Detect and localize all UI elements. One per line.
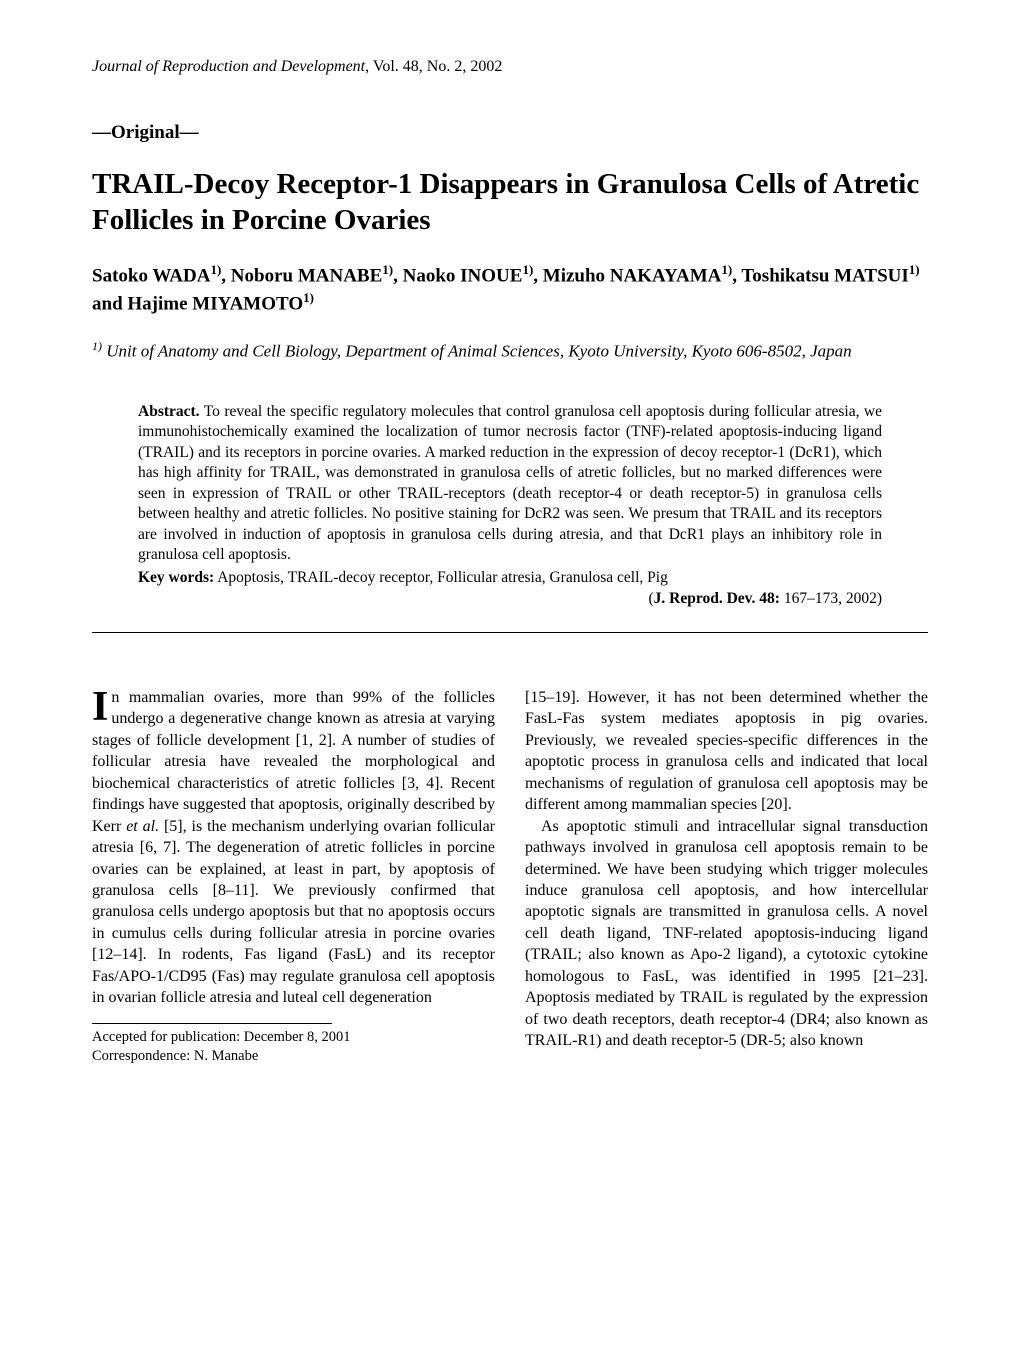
column-left: In mammalian ovaries, more than 99% of t… xyxy=(92,687,495,1067)
footnote: Accepted for publication: December 8, 20… xyxy=(92,1028,495,1067)
body-col2-para1: [15–19]. However, it has not been determ… xyxy=(525,687,928,816)
keywords-text: Apoptosis, TRAIL-decoy receptor, Follicu… xyxy=(214,569,668,586)
footnote-divider xyxy=(92,1023,332,1024)
body-col1-text: n mammalian ovaries, more than 99% of th… xyxy=(92,689,495,1006)
article-title: TRAIL-Decoy Receptor-1 Disappears in Gra… xyxy=(92,166,928,239)
divider xyxy=(92,632,928,633)
keywords: Key words: Apoptosis, TRAIL-decoy recept… xyxy=(138,568,882,588)
abstract-body: To reveal the specific regulatory molecu… xyxy=(138,403,882,563)
journal-name: Journal of Reproduction and Development xyxy=(92,58,365,75)
section-tag: —Original— xyxy=(92,122,928,144)
citation: (J. Reprod. Dev. 48: 167–173, 2002) xyxy=(138,590,882,608)
journal-header: Journal of Reproduction and Development,… xyxy=(92,58,928,76)
abstract-label: Abstract. xyxy=(138,403,200,420)
authors: Satoko WADA1), Noboru MANABE1), Naoko IN… xyxy=(92,261,928,319)
body-col2-para2: As apoptotic stimuli and intracellular s… xyxy=(525,816,928,1052)
keywords-label: Key words: xyxy=(138,569,214,586)
body-columns: In mammalian ovaries, more than 99% of t… xyxy=(92,687,928,1067)
abstract-text: Abstract. To reveal the specific regulat… xyxy=(138,402,882,566)
footnote-line2: Correspondence: N. Manabe xyxy=(92,1047,495,1067)
abstract-block: Abstract. To reveal the specific regulat… xyxy=(92,402,928,608)
footnote-line1: Accepted for publication: December 8, 20… xyxy=(92,1028,495,1048)
dropcap: I xyxy=(92,687,111,726)
affiliation: 1) Unit of Anatomy and Cell Biology, Dep… xyxy=(92,338,928,364)
journal-volume: , Vol. 48, No. 2, 2002 xyxy=(365,58,502,75)
column-right: [15–19]. However, it has not been determ… xyxy=(525,687,928,1067)
body-para-1: In mammalian ovaries, more than 99% of t… xyxy=(92,687,495,1009)
